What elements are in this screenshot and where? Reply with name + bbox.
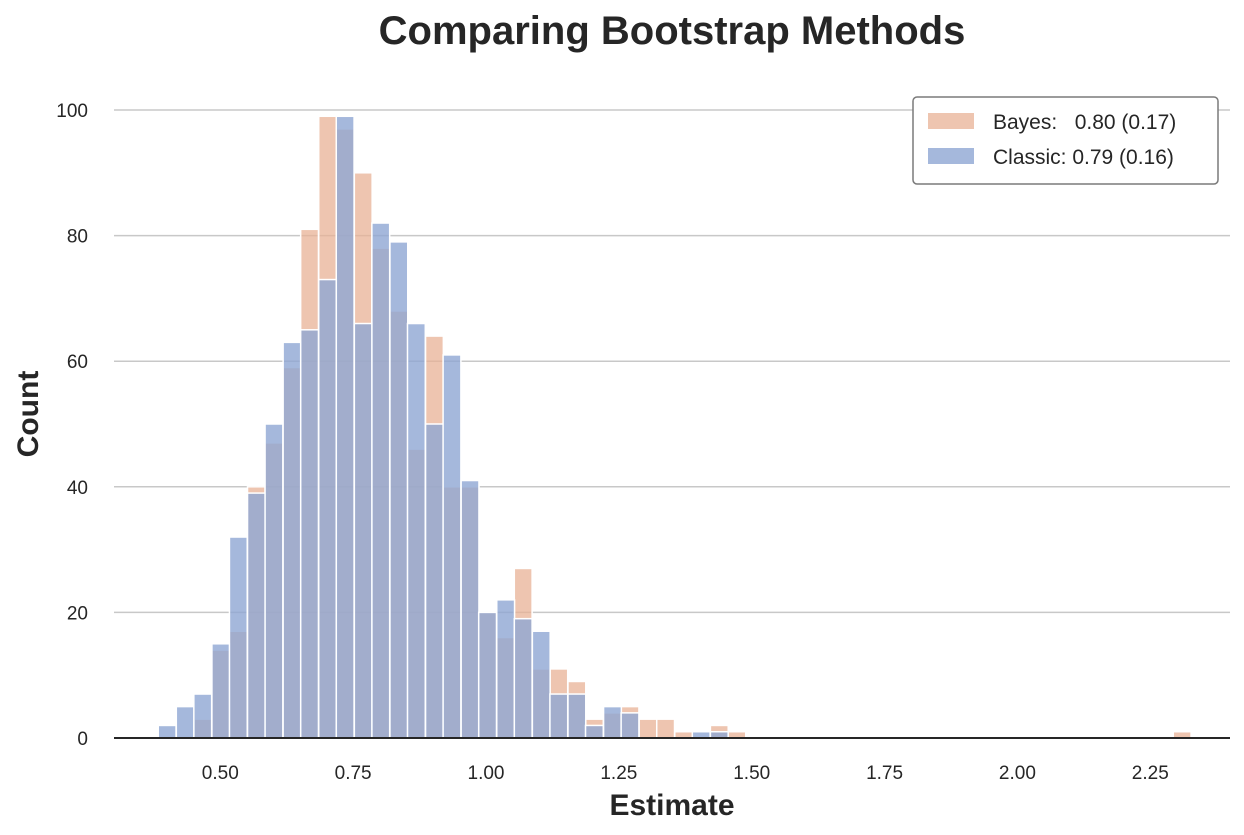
y-tick-label: 40 [67, 478, 88, 499]
bar [620, 712, 640, 739]
legend-swatch-bayes [928, 113, 974, 129]
bar [228, 536, 249, 739]
x-tick-label: 2.00 [999, 763, 1036, 784]
y-tick-label: 80 [67, 227, 88, 248]
bar [335, 115, 355, 739]
bar [655, 718, 676, 739]
bar [299, 329, 320, 739]
legend-swatch-classic [928, 148, 974, 164]
legend-label-classic: Classic: 0.79 (0.16) [993, 146, 1174, 169]
y-tick-labels: 0 20 40 60 80 100 [56, 101, 88, 750]
y-tick-label: 60 [67, 352, 88, 373]
x-tick-label: 2.25 [1132, 763, 1169, 784]
y-axis-label: Count [12, 371, 45, 458]
bar [317, 278, 338, 739]
bar [246, 492, 267, 739]
bar [371, 222, 391, 739]
x-tick-label: 1.50 [733, 763, 770, 784]
bar [282, 341, 302, 739]
bar [442, 354, 462, 739]
bar [638, 718, 658, 739]
bar [389, 241, 409, 739]
bar [496, 599, 516, 739]
bar [567, 693, 587, 739]
bar [406, 322, 427, 739]
bar [193, 693, 213, 739]
bar [602, 705, 623, 739]
x-tick-label: 1.00 [468, 763, 505, 784]
bar [584, 724, 605, 739]
y-tick-label: 100 [56, 101, 88, 122]
bar [157, 724, 177, 739]
x-tick-label: 0.50 [202, 763, 239, 784]
bar [531, 630, 551, 739]
chart-title: Comparing Bootstrap Methods [379, 9, 966, 53]
bar [353, 322, 373, 739]
bars [157, 115, 1192, 739]
bar [477, 611, 498, 739]
x-tick-label: 1.25 [600, 763, 637, 784]
x-tick-labels: 0.50 0.75 1.00 1.25 1.50 1.75 2.00 2.25 [202, 763, 1169, 784]
legend-box [912, 96, 1219, 185]
bar [175, 705, 195, 739]
legend-label-bayes: Bayes: 0.80 (0.17) [993, 111, 1176, 134]
bar [513, 617, 533, 739]
series-classic [157, 115, 729, 739]
y-tick-label: 0 [77, 729, 88, 750]
bar [549, 693, 569, 739]
bar [211, 643, 231, 739]
x-axis-label: Estimate [609, 789, 734, 822]
bar [264, 423, 284, 739]
x-tick-label: 0.75 [335, 763, 372, 784]
x-tick-label: 1.75 [866, 763, 903, 784]
bar [460, 479, 480, 739]
legend: Bayes: 0.80 (0.17) Classic: 0.79 (0.16) [912, 96, 1219, 185]
y-tick-label: 20 [67, 603, 88, 624]
bar [424, 423, 445, 739]
